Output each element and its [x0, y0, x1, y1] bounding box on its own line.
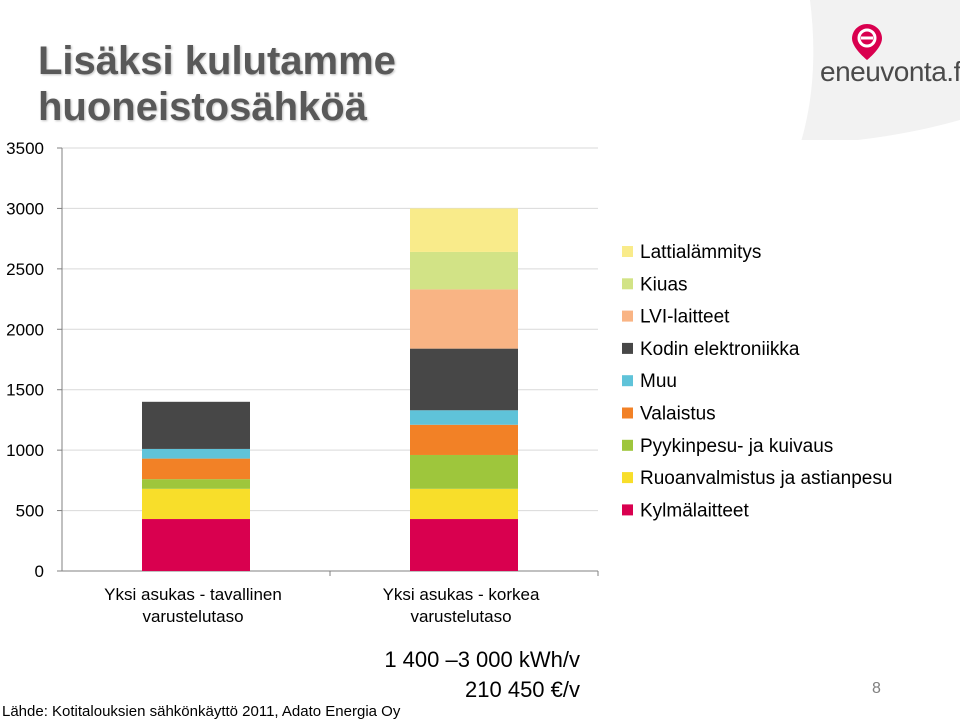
stacked-bar-chart: 0 500 1000 1500 2000 2500 3000 3500 Yksi asukas…: [6, 139, 892, 626]
legend-swatch: [622, 472, 633, 484]
bar-segment: [142, 401, 250, 449]
legend-swatch: [622, 407, 633, 419]
legend-swatch: [622, 439, 633, 451]
bar-segment: [410, 424, 518, 455]
summary-eur: 210 450 €/v: [465, 677, 580, 702]
page-number: 8: [872, 680, 881, 697]
legend-label: LVI-laitteet: [640, 307, 730, 328]
eneuvonta-logo: eneuvonta.fi: [790, 0, 960, 140]
legend-label: Muu: [640, 371, 677, 392]
logo-text: eneuvonta.fi: [820, 56, 960, 87]
legend-swatch: [622, 278, 633, 290]
category-labels: Yksi asukas - tavallinen varustelutaso Yks…: [104, 585, 540, 626]
bar-segment: [142, 458, 250, 480]
bar-segment: [410, 410, 518, 425]
legend-swatch: [622, 246, 633, 257]
legend-swatch: [622, 504, 633, 516]
logo-background-swoosh: [801, 0, 960, 140]
legend: Lattialämmitys Kiuas LVI-laitteet Kodin ele…: [622, 242, 892, 521]
bar-segment: [142, 448, 250, 459]
bar-segment: [410, 348, 518, 411]
location-pin-icon: [852, 24, 882, 60]
category-label: Yksi asukas - tavallinen: [104, 585, 282, 604]
y-tick-labels: 0 500 1000 1500 2000 2500 3000 3500: [6, 139, 44, 581]
bar-segment: [410, 488, 518, 520]
y-tick-label: 2500: [6, 260, 44, 279]
bar-segment: [410, 208, 518, 252]
slide-title-line-1: Lisäksi kulutamme: [38, 39, 396, 83]
legend-swatch: [622, 342, 633, 354]
bar-segment: [142, 479, 250, 489]
bar-segment: [410, 251, 518, 290]
legend-label: Kodin elektroniikka: [640, 339, 800, 360]
y-tick-label: 1000: [6, 441, 44, 460]
y-tick-label: 0: [35, 562, 44, 581]
y-tick-label: 3000: [6, 199, 44, 218]
slide-title-line-2: huoneistosähköä: [38, 85, 367, 129]
bar-segment: [410, 289, 518, 349]
y-tick-label: 2000: [6, 320, 44, 339]
y-tick-label: 500: [16, 502, 44, 521]
legend-swatch: [622, 375, 633, 387]
legend-label: Lattialämmitys: [640, 242, 761, 263]
legend-label: Pyykinpesu- ja kuivaus: [640, 436, 833, 457]
category-label: varustelutaso: [410, 607, 511, 626]
legend-label: Valaistus: [640, 404, 716, 425]
bar-segment: [142, 488, 250, 520]
legend-label: Kiuas: [640, 274, 688, 295]
category-label: Yksi asukas - korkea: [383, 585, 540, 604]
legend-swatch: [622, 310, 633, 322]
summary-kwh: 1 400 –3 000 kWh/v: [384, 647, 580, 672]
slide-title: Lisäksi kulutamme huoneistosähköä: [38, 38, 396, 130]
legend-label: Kylmälaitteet: [640, 500, 749, 521]
y-tick-label: 1500: [6, 381, 44, 400]
legend-label: Ruoanvalmistus ja astianpesu: [640, 468, 892, 489]
bar-segment: [410, 454, 518, 489]
bars: [142, 208, 518, 571]
category-label: varustelutaso: [142, 607, 243, 626]
consumption-summary: 1 400 –3 000 kWh/v 210 450 €/v: [360, 645, 580, 705]
bar-segment: [410, 519, 518, 571]
y-tick-label: 3500: [6, 139, 44, 158]
source-note: Lähde: Kotitalouksien sähkönkäyttö 2011,…: [2, 703, 401, 720]
bar-segment: [142, 519, 250, 571]
